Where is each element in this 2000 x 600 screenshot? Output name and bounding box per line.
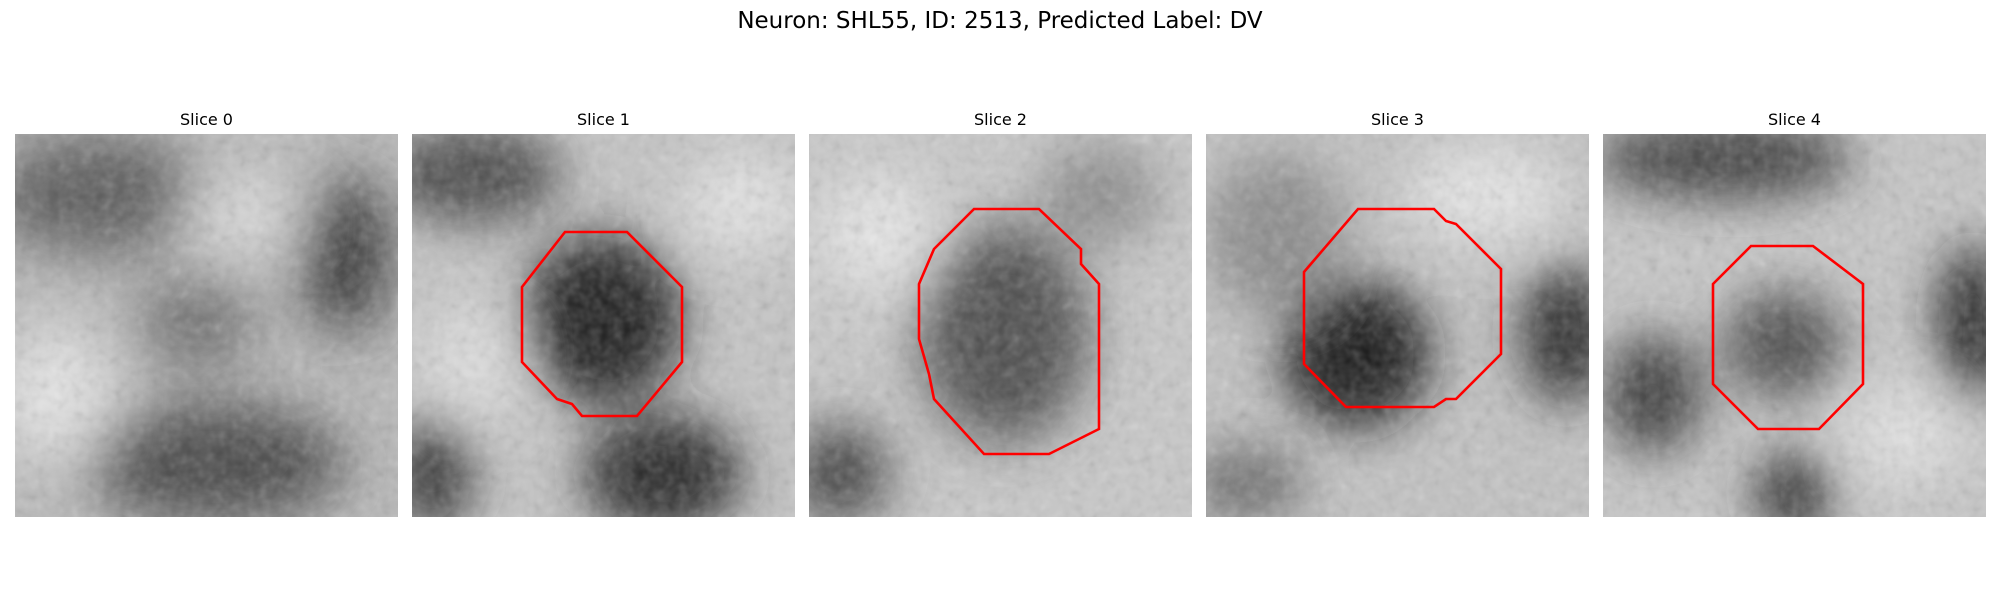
- slice-image-4: [1603, 134, 1986, 517]
- roi-contour-4: [1711, 244, 1865, 431]
- slice-panel-4: Slice 4: [1603, 108, 1986, 517]
- slice-image-2: [809, 134, 1192, 517]
- slice-panel-3: Slice 3: [1206, 108, 1589, 517]
- roi-contour-2: [917, 207, 1101, 456]
- slice-title-0: Slice 0: [180, 110, 233, 129]
- slice-panel-2: Slice 2: [809, 108, 1192, 517]
- slice-image-3: [1206, 134, 1589, 517]
- slice-title-4: Slice 4: [1768, 110, 1821, 129]
- slice-panel-1: Slice 1: [412, 108, 795, 517]
- slice-title-3: Slice 3: [1371, 110, 1424, 129]
- slice-title-1: Slice 1: [577, 110, 630, 129]
- slice-panel-0: Slice 0: [15, 108, 398, 517]
- slice-image-0: [15, 134, 398, 517]
- roi-contour-1: [520, 230, 684, 418]
- slice-title-2: Slice 2: [974, 110, 1027, 129]
- roi-contour-3: [1302, 207, 1503, 409]
- figure-title: Neuron: SHL55, ID: 2513, Predicted Label…: [737, 8, 1263, 34]
- slice-image-1: [412, 134, 795, 517]
